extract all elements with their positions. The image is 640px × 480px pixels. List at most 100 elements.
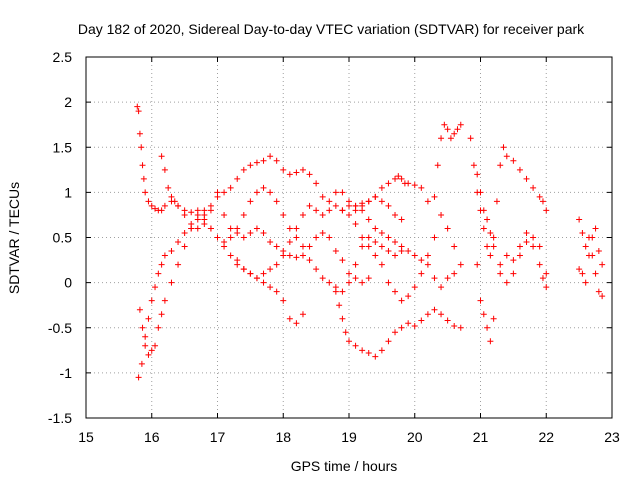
data-point <box>332 248 339 255</box>
data-point <box>136 306 143 313</box>
data-point <box>155 324 162 331</box>
data-point <box>543 270 550 277</box>
data-point <box>227 225 234 232</box>
data-point <box>372 193 379 200</box>
data-point <box>418 184 425 191</box>
x-tick-label: 19 <box>341 429 357 445</box>
x-tick-label: 15 <box>78 429 94 445</box>
data-point <box>240 211 247 218</box>
data-point <box>484 243 491 250</box>
data-point <box>497 261 504 268</box>
data-point <box>181 207 188 214</box>
data-point <box>267 284 274 291</box>
data-point <box>536 243 543 250</box>
data-point <box>142 333 149 340</box>
data-point <box>424 311 431 318</box>
data-point <box>158 153 165 160</box>
data-point <box>247 229 254 236</box>
data-point <box>536 261 543 268</box>
data-point <box>260 184 267 191</box>
data-point <box>405 293 412 300</box>
data-point <box>438 211 445 218</box>
data-point <box>398 297 405 304</box>
data-point <box>490 243 497 250</box>
data-point <box>253 189 260 196</box>
data-point <box>503 153 510 160</box>
data-point <box>326 279 333 286</box>
data-point <box>470 162 477 169</box>
data-point <box>398 216 405 223</box>
data-point <box>359 279 366 286</box>
data-point <box>480 225 487 232</box>
data-point <box>247 162 254 169</box>
y-tick-label: 1.5 <box>53 139 73 155</box>
data-point <box>392 252 399 259</box>
x-axis-label: GPS time / hours <box>291 458 398 474</box>
data-point <box>148 297 155 304</box>
y-tick-label: -1.5 <box>48 410 72 426</box>
data-point <box>411 284 418 291</box>
data-point <box>365 350 372 357</box>
data-point <box>487 338 494 345</box>
data-point <box>247 270 254 277</box>
data-point <box>576 216 583 223</box>
data-point <box>516 252 523 259</box>
data-point <box>441 121 448 128</box>
data-point <box>319 275 326 282</box>
data-point <box>392 329 399 336</box>
y-tick-label: 2 <box>64 94 72 110</box>
data-point <box>424 198 431 205</box>
data-point <box>326 207 333 214</box>
x-tick-label: 18 <box>275 429 291 445</box>
data-point <box>352 202 359 209</box>
data-point <box>342 329 349 336</box>
data-point <box>477 189 484 196</box>
data-point <box>240 166 247 173</box>
data-point <box>326 198 333 205</box>
data-point <box>134 103 141 110</box>
data-point <box>135 374 142 381</box>
data-point <box>385 338 392 345</box>
data-point <box>273 198 280 205</box>
grid-lines <box>86 57 612 418</box>
data-point <box>444 126 451 133</box>
data-point <box>424 261 431 268</box>
data-point <box>175 261 182 268</box>
data-point <box>306 202 313 209</box>
data-point <box>139 162 146 169</box>
data-point <box>523 229 530 236</box>
data-point <box>411 322 418 329</box>
data-point <box>543 284 550 291</box>
data-point <box>306 171 313 178</box>
data-point <box>299 311 306 318</box>
data-point <box>451 130 458 137</box>
data-point <box>221 239 228 246</box>
data-point <box>477 297 484 304</box>
data-point <box>194 225 201 232</box>
data-point <box>214 234 221 241</box>
data-point <box>175 202 182 209</box>
data-point <box>457 121 464 128</box>
data-point <box>539 275 546 282</box>
chart-title: Day 182 of 2020, Sidereal Day-to-day VTE… <box>78 21 585 37</box>
data-point <box>378 261 385 268</box>
data-point <box>582 243 589 250</box>
data-point <box>201 216 208 223</box>
data-point <box>431 306 438 313</box>
data-point <box>299 166 306 173</box>
data-point <box>444 225 451 232</box>
data-point <box>359 234 366 241</box>
data-point <box>161 252 168 259</box>
data-point <box>589 252 596 259</box>
data-point <box>293 320 300 327</box>
data-point <box>346 270 352 277</box>
data-point <box>273 157 280 164</box>
data-point <box>438 284 445 291</box>
data-point <box>346 202 352 209</box>
data-point <box>372 239 379 246</box>
data-point <box>392 239 399 246</box>
data-point <box>385 180 392 187</box>
data-point <box>234 175 241 182</box>
data-point <box>267 189 274 196</box>
data-point <box>260 270 267 277</box>
